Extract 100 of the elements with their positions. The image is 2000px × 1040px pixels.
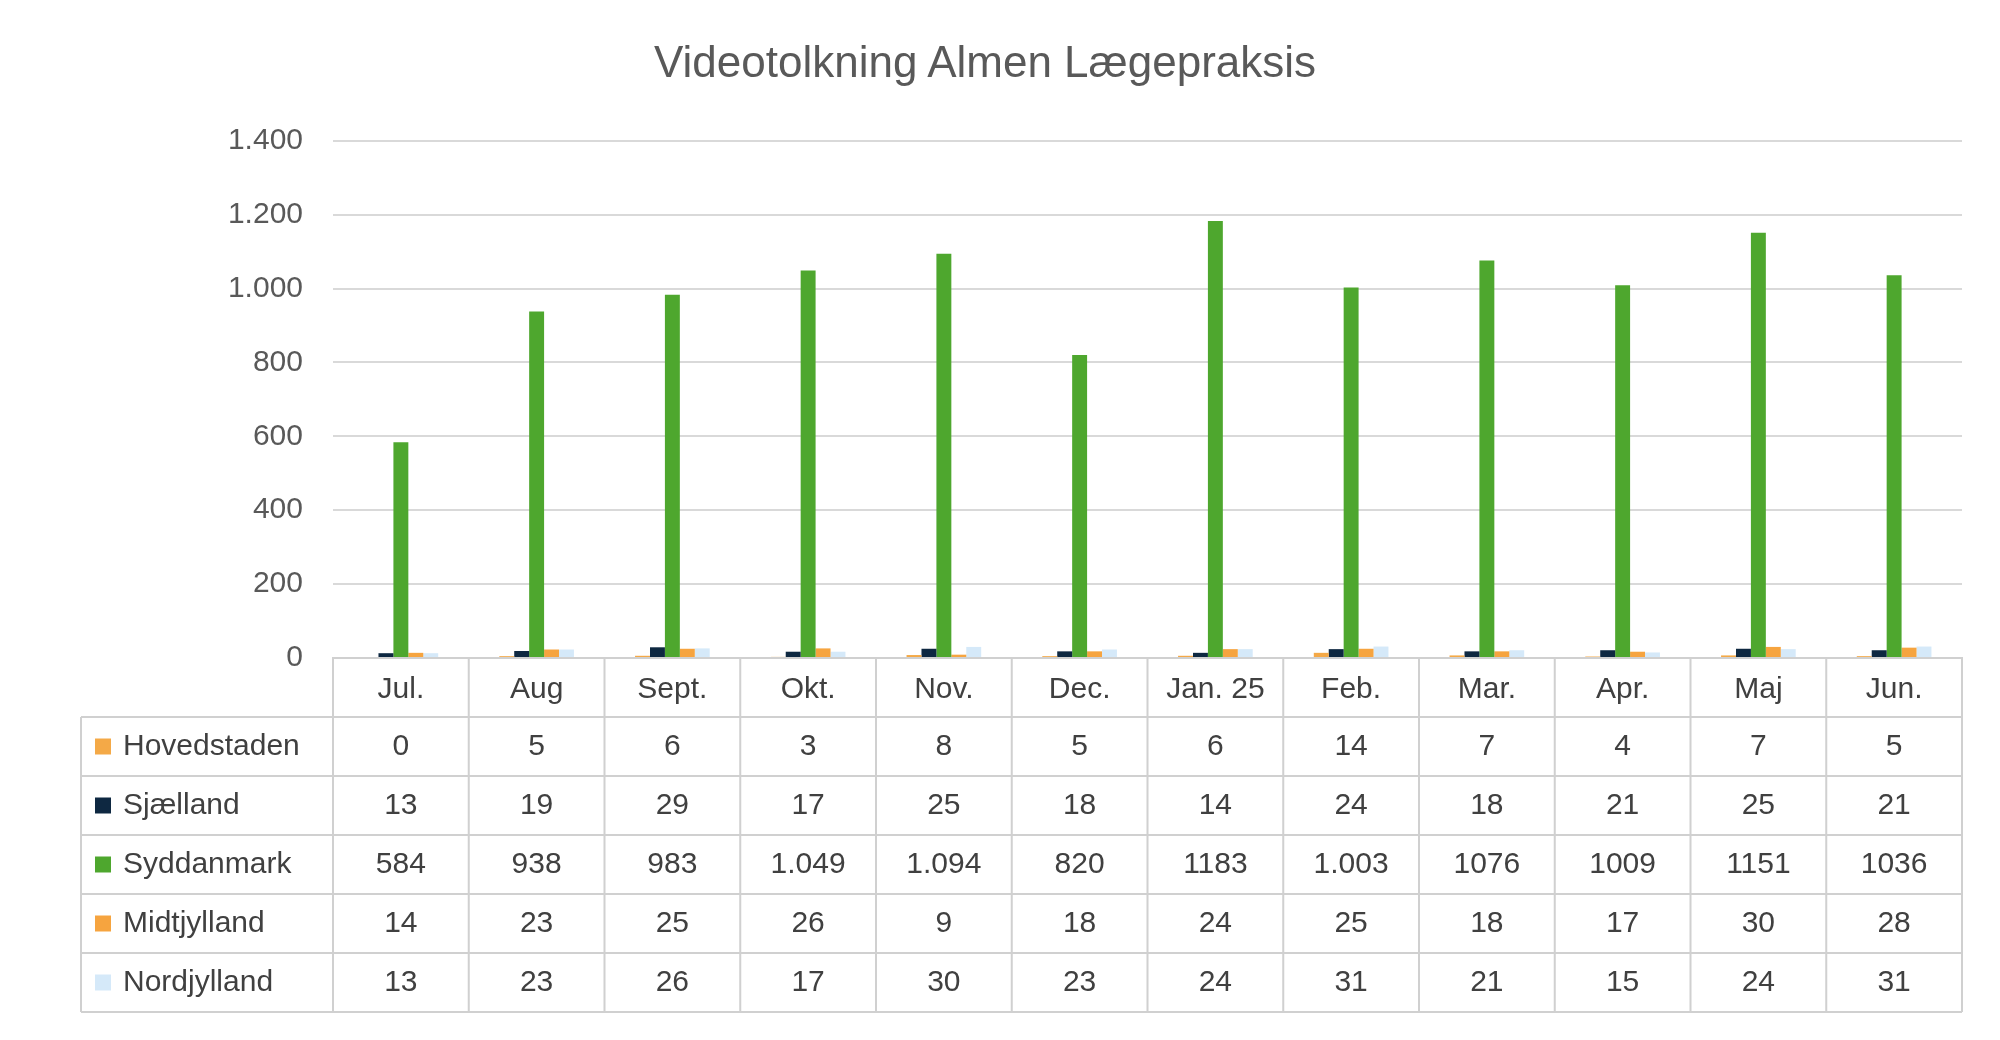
- x-tick-label: Maj: [1734, 671, 1783, 705]
- data-label: 584: [375, 845, 426, 879]
- data-label: 21: [1877, 786, 1911, 820]
- data-label: 1.094: [906, 845, 982, 879]
- bar: [800, 270, 816, 657]
- bar: [1207, 220, 1223, 657]
- data-label: 31: [1877, 963, 1911, 997]
- y-tick-label: 400: [252, 491, 303, 525]
- data-label: 3: [799, 727, 817, 761]
- data-label: 13: [384, 786, 418, 820]
- x-tick-label: Mar.: [1457, 671, 1517, 705]
- data-label: 4: [1614, 727, 1631, 761]
- bar: [1780, 649, 1796, 657]
- bar: [1192, 652, 1208, 657]
- x-tick-label: Apr.: [1595, 671, 1650, 705]
- data-label: 18: [1470, 786, 1504, 820]
- data-label: 19: [519, 786, 554, 820]
- data-label: 23: [519, 963, 554, 997]
- bar: [1343, 287, 1359, 657]
- data-label: 820: [1054, 845, 1105, 879]
- data-label: 28: [1877, 904, 1911, 938]
- data-label: 5: [1071, 727, 1088, 761]
- bar: [694, 648, 710, 657]
- bar: [936, 253, 952, 657]
- data-label: 15: [1605, 963, 1640, 997]
- bar: [1373, 646, 1389, 657]
- data-label: 7: [1750, 727, 1767, 761]
- data-label: 17: [1605, 904, 1640, 938]
- bar: [1072, 355, 1088, 657]
- x-tick-label: Nov.: [914, 671, 974, 705]
- data-label: 25: [1741, 786, 1776, 820]
- bar: [1765, 646, 1781, 657]
- bar: [529, 311, 545, 657]
- data-label: 13: [384, 963, 418, 997]
- data-label: 29: [655, 786, 690, 820]
- bar: [1328, 649, 1344, 657]
- data-label: 17: [791, 786, 825, 820]
- bar: [1087, 651, 1103, 657]
- bar: [1509, 650, 1525, 657]
- data-label: 24: [1741, 963, 1776, 997]
- bar: [1313, 652, 1329, 657]
- x-tick-label: Okt.: [780, 671, 836, 705]
- x-tick-label: Sept.: [637, 671, 708, 705]
- data-label: 6: [1207, 727, 1224, 761]
- x-tick-label: Aug: [509, 671, 564, 705]
- data-label: 938: [511, 845, 562, 879]
- bar: [1494, 651, 1510, 657]
- bar: [1615, 285, 1631, 657]
- data-label: 1076: [1453, 845, 1521, 879]
- data-label: 5: [1885, 727, 1903, 761]
- data-label: 1151: [1726, 845, 1791, 879]
- data-label: 1036: [1860, 845, 1928, 879]
- x-tick-label: Feb.: [1321, 671, 1382, 705]
- data-label: 0: [392, 727, 410, 761]
- bar: [1630, 651, 1646, 657]
- legend-label: Syddanmark: [123, 845, 293, 879]
- y-tick-label: 600: [252, 417, 303, 451]
- legend-label: Nordjylland: [123, 963, 274, 997]
- data-label: 1009: [1589, 845, 1656, 879]
- bar: [1222, 649, 1238, 657]
- bar: [423, 653, 439, 657]
- data-label: 21: [1470, 963, 1504, 997]
- chart-title: Videotolkning Almen Lægepraksis: [653, 36, 1317, 86]
- data-label: 1.003: [1313, 845, 1389, 879]
- x-tick-label: Jul.: [377, 671, 425, 705]
- data-label: 5: [528, 727, 545, 761]
- data-label: 18: [1062, 786, 1097, 820]
- data-label: 18: [1470, 904, 1504, 938]
- data-label: 30: [927, 963, 961, 997]
- data-label: 1183: [1183, 845, 1248, 879]
- data-label: 31: [1334, 963, 1368, 997]
- bar: [1645, 652, 1660, 657]
- x-tick-label: Dec.: [1048, 671, 1111, 705]
- data-label: 24: [1334, 786, 1368, 820]
- bar: [1358, 648, 1374, 657]
- bar: [514, 650, 530, 657]
- data-label: 23: [519, 904, 554, 938]
- data-label: 25: [1334, 904, 1368, 938]
- data-label: 30: [1741, 904, 1776, 938]
- bar: [393, 442, 409, 657]
- data-label: 26: [655, 963, 690, 997]
- bar: [966, 646, 982, 657]
- y-tick-label: 1.400: [227, 122, 303, 156]
- data-label: 23: [1062, 963, 1097, 997]
- y-tick-label: 1.200: [227, 195, 303, 229]
- bar: [408, 652, 424, 657]
- data-label: 1.049: [770, 845, 846, 879]
- data-label: 24: [1198, 963, 1233, 997]
- bar: [1237, 649, 1253, 657]
- bar: [1886, 275, 1902, 657]
- bar: [559, 649, 574, 657]
- bar: [815, 648, 831, 657]
- data-label: 8: [935, 727, 953, 761]
- legend-label: Midtjylland: [123, 904, 265, 938]
- data-label: 18: [1062, 904, 1097, 938]
- bar: [921, 648, 937, 657]
- bar: [1102, 649, 1117, 657]
- legend-label: Hovedstaden: [123, 727, 300, 761]
- data-label: 25: [927, 786, 961, 820]
- bar: [544, 649, 560, 657]
